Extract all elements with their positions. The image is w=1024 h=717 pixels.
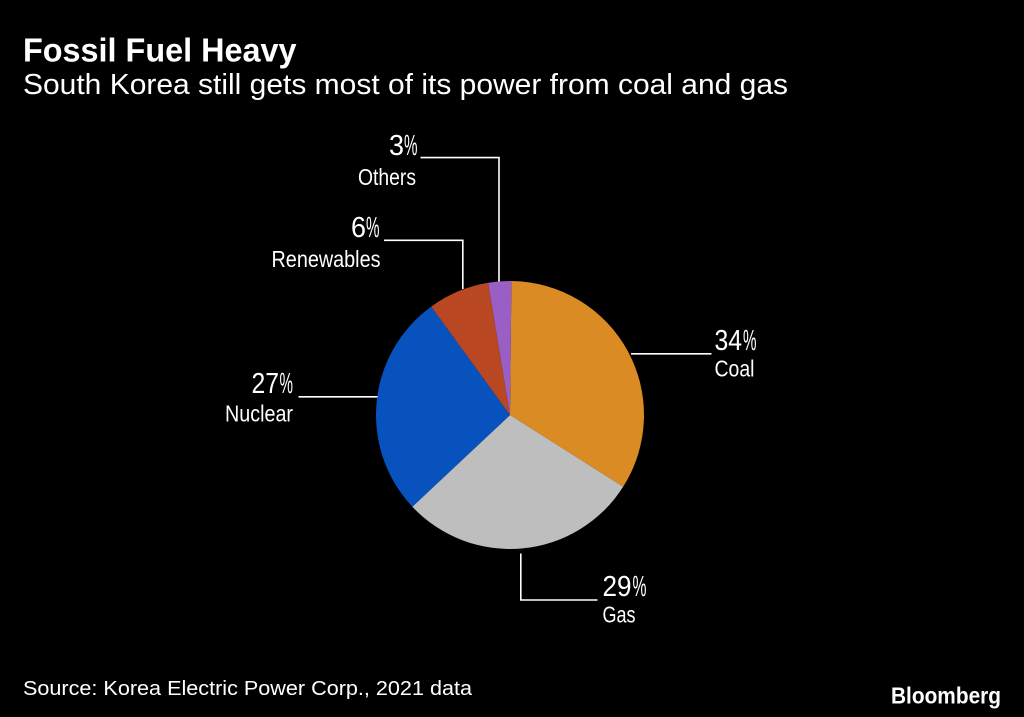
svg-text:6: 6 bbox=[351, 212, 366, 244]
svg-text:Bloomberg: Bloomberg bbox=[891, 683, 1001, 709]
svg-text:Nuclear: Nuclear bbox=[225, 401, 293, 427]
svg-text:27: 27 bbox=[252, 368, 280, 400]
svg-text:%: % bbox=[280, 368, 294, 400]
svg-text:%: % bbox=[633, 571, 647, 603]
svg-text:3: 3 bbox=[389, 130, 404, 162]
svg-text:29: 29 bbox=[603, 571, 632, 603]
svg-text:South Korea still gets most of: South Korea still gets most of its power… bbox=[23, 69, 788, 101]
svg-text:Others: Others bbox=[358, 164, 416, 190]
svg-text:%: % bbox=[743, 325, 757, 357]
svg-text:%: % bbox=[366, 212, 380, 244]
svg-text:34: 34 bbox=[715, 325, 743, 357]
svg-text:Source: Korea Electric Power C: Source: Korea Electric Power Corp., 2021… bbox=[23, 678, 473, 700]
svg-text:%: % bbox=[404, 130, 418, 162]
svg-text:Coal: Coal bbox=[715, 356, 755, 382]
svg-text:Gas: Gas bbox=[603, 602, 636, 628]
svg-text:Fossil Fuel Heavy: Fossil Fuel Heavy bbox=[23, 31, 297, 68]
svg-text:Renewables: Renewables bbox=[272, 246, 381, 272]
